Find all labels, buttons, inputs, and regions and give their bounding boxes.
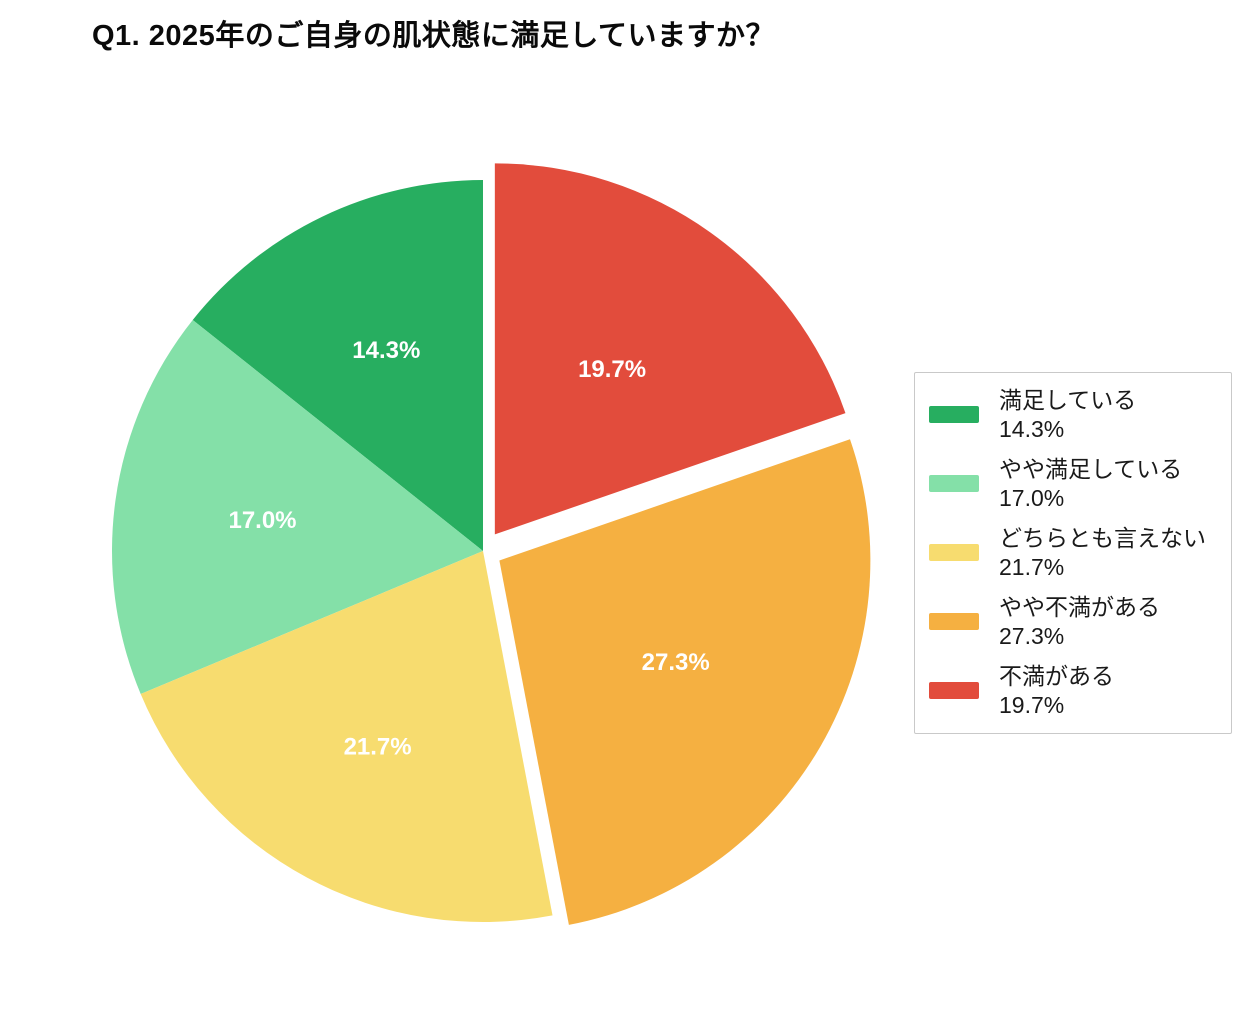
legend: 満足している 14.3% やや満足している 17.0% どちらとも言えない 21.7% やや… (914, 372, 1232, 734)
legend-item-text: どちらとも言えない 21.7% (999, 524, 1206, 582)
pie-slice-percent-label: 17.0% (228, 507, 296, 534)
pie-slice-percent-label: 19.7% (578, 356, 646, 383)
legend-item: やや満足している 17.0% (929, 455, 1217, 513)
legend-swatch-icon (929, 406, 979, 424)
legend-swatch-icon (929, 544, 979, 562)
legend-item-label: やや満足している (999, 455, 1183, 482)
legend-item-value: 17.0% (999, 484, 1065, 511)
pie-slice-3 (499, 439, 871, 925)
legend-item: 不満がある 19.7% (929, 662, 1217, 720)
legend-swatch-icon (929, 682, 979, 700)
legend-item-value: 27.3% (999, 622, 1065, 649)
legend-item-label: 満足している (999, 387, 1137, 413)
pie-slice-percent-label: 27.3% (642, 649, 710, 676)
legend-swatch-icon (929, 475, 979, 493)
pie-slice-percent-label: 14.3% (352, 337, 420, 364)
pie-slice-2 (140, 551, 553, 923)
legend-item: 満足している 14.3% (929, 386, 1217, 444)
legend-item-value: 19.7% (999, 691, 1065, 718)
legend-item-text: やや不満がある 27.3% (999, 593, 1160, 651)
legend-item-label: どちらとも言えない (999, 524, 1206, 551)
legend-item-label: 不満がある (999, 662, 1114, 689)
legend-swatch-icon (929, 613, 979, 631)
legend-item-text: やや満足している 17.0% (999, 455, 1182, 513)
legend-item: どちらとも言えない 21.7% (929, 524, 1217, 582)
legend-item-label: やや不満がある (999, 593, 1160, 620)
pie-slice-1 (112, 319, 483, 695)
legend-item-text: 不満がある 19.7% (999, 662, 1114, 720)
chart-title: Q1. 2025年のご自身の肌状態に満足していますか？ (92, 20, 775, 52)
pie-slice-4 (494, 163, 846, 535)
pie-slice-percent-label: 21.7% (344, 734, 412, 761)
legend-item-value: 14.3% (999, 415, 1065, 442)
legend-item-value: 21.7% (999, 553, 1065, 580)
pie-slice-0 (192, 180, 484, 551)
legend-item-text: 満足している 14.3% (999, 386, 1136, 444)
legend-item: やや不満がある 27.3% (929, 593, 1217, 651)
